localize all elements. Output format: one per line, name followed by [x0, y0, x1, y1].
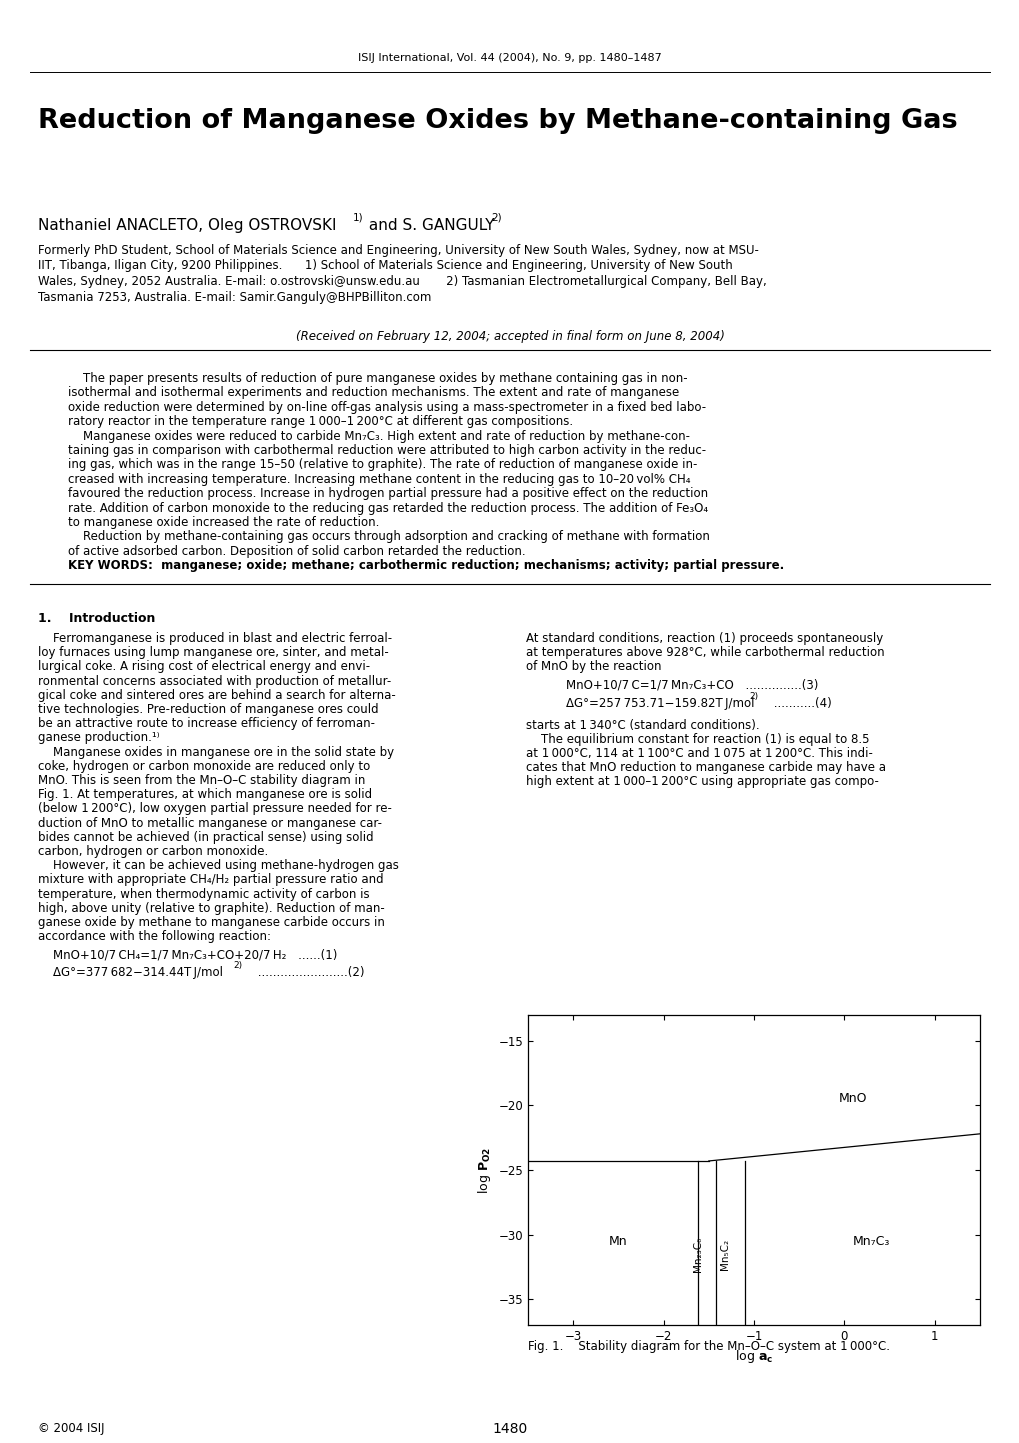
Text: favoured the reduction process. Increase in hydrogen partial pressure had a posi: favoured the reduction process. Increase… [68, 488, 707, 501]
Text: Wales, Sydney, 2052 Australia. E-mail: o.ostrovski@unsw.edu.au       2) Tasmania: Wales, Sydney, 2052 Australia. E-mail: o… [38, 276, 766, 289]
Text: taining gas in comparison with carbothermal reduction were attributed to high ca: taining gas in comparison with carbother… [68, 444, 705, 457]
Text: ...........(4): ...........(4) [761, 697, 830, 710]
X-axis label: log $\mathbf{a_c}$: log $\mathbf{a_c}$ [734, 1348, 772, 1365]
Text: MnO. This is seen from the Mn–O–C stability diagram in: MnO. This is seen from the Mn–O–C stabil… [38, 773, 365, 786]
Text: 2): 2) [490, 214, 501, 224]
Text: ing gas, which was in the range 15–50 (relative to graphite). The rate of reduct: ing gas, which was in the range 15–50 (r… [68, 459, 697, 472]
Text: However, it can be achieved using methane-hydrogen gas: However, it can be achieved using methan… [38, 859, 398, 872]
Text: (below 1 200°C), low oxygen partial pressure needed for re-: (below 1 200°C), low oxygen partial pres… [38, 802, 391, 815]
Text: Fig. 1. At temperatures, at which manganese ore is solid: Fig. 1. At temperatures, at which mangan… [38, 788, 372, 801]
Text: Reduction of Manganese Oxides by Methane-containing Gas: Reduction of Manganese Oxides by Methane… [38, 108, 957, 134]
Text: ganese production.¹⁾: ganese production.¹⁾ [38, 732, 159, 745]
Text: tive technologies. Pre-reduction of manganese ores could: tive technologies. Pre-reduction of mang… [38, 703, 378, 716]
Y-axis label: log $\mathbf{P_{O2}}$: log $\mathbf{P_{O2}}$ [476, 1146, 492, 1193]
Text: lurgical coke. A rising cost of electrical energy and envi-: lurgical coke. A rising cost of electric… [38, 661, 370, 674]
Text: © 2004 ISIJ: © 2004 ISIJ [38, 1421, 104, 1434]
Text: Mn₇C₃: Mn₇C₃ [852, 1235, 890, 1248]
Text: Tasmania 7253, Australia. E-mail: Samir.Ganguly@BHPBilliton.com: Tasmania 7253, Australia. E-mail: Samir.… [38, 290, 431, 303]
Text: high, above unity (relative to graphite). Reduction of man-: high, above unity (relative to graphite)… [38, 902, 384, 915]
Text: 2): 2) [232, 961, 242, 970]
Text: ratory reactor in the temperature range 1 000–1 200°C at different gas compositi: ratory reactor in the temperature range … [68, 416, 573, 429]
Text: Manganese oxides were reduced to carbide Mn₇C₃. High extent and rate of reductio: Manganese oxides were reduced to carbide… [68, 430, 689, 443]
Text: of active adsorbed carbon. Deposition of solid carbon retarded the reduction.: of active adsorbed carbon. Deposition of… [68, 545, 525, 558]
Text: The equilibrium constant for reaction (1) is equal to 8.5: The equilibrium constant for reaction (1… [526, 733, 868, 746]
Text: be an attractive route to increase efficiency of ferroman-: be an attractive route to increase effic… [38, 717, 375, 730]
Text: Fig. 1.    Stability diagram for the Mn–O–C system at 1 000°C.: Fig. 1. Stability diagram for the Mn–O–C… [528, 1341, 890, 1354]
Text: ISIJ International, Vol. 44 (2004), No. 9, pp. 1480–1487: ISIJ International, Vol. 44 (2004), No. … [358, 53, 661, 63]
Text: 1480: 1480 [492, 1421, 527, 1436]
Text: (Received on February 12, 2004; accepted in final form on June 8, 2004): (Received on February 12, 2004; accepted… [296, 330, 723, 343]
Text: ΔG°=257 753.71−159.82T J/mol: ΔG°=257 753.71−159.82T J/mol [566, 697, 754, 710]
Text: of MnO by the reaction: of MnO by the reaction [526, 661, 661, 674]
Text: Mn₅C₂: Mn₅C₂ [719, 1238, 730, 1270]
Text: carbon, hydrogen or carbon monoxide.: carbon, hydrogen or carbon monoxide. [38, 846, 268, 859]
Text: Ferromanganese is produced in blast and electric ferroal-: Ferromanganese is produced in blast and … [38, 632, 391, 645]
Text: accordance with the following reaction:: accordance with the following reaction: [38, 931, 271, 944]
Text: temperature, when thermodynamic activity of carbon is: temperature, when thermodynamic activity… [38, 887, 369, 900]
Text: ronmental concerns associated with production of metallur-: ronmental concerns associated with produ… [38, 674, 391, 688]
Text: loy furnaces using lump manganese ore, sinter, and metal-: loy furnaces using lump manganese ore, s… [38, 646, 388, 659]
Text: ΔG°=377 682−314.44T J/mol: ΔG°=377 682−314.44T J/mol [53, 967, 223, 980]
Text: At standard conditions, reaction (1) proceeds spontaneously: At standard conditions, reaction (1) pro… [526, 632, 882, 645]
Text: creased with increasing temperature. Increasing methane content in the reducing : creased with increasing temperature. Inc… [68, 473, 690, 486]
Text: Nathaniel ANACLETO, Oleg OSTROVSKI: Nathaniel ANACLETO, Oleg OSTROVSKI [38, 218, 336, 232]
Text: isothermal and isothermal experiments and reduction mechanisms. The extent and r: isothermal and isothermal experiments an… [68, 387, 679, 400]
Text: KEY WORDS:  manganese; oxide; methane; carbothermic reduction; mechanisms; activ: KEY WORDS: manganese; oxide; methane; ca… [68, 560, 784, 573]
Text: gical coke and sintered ores are behind a search for alterna-: gical coke and sintered ores are behind … [38, 688, 395, 701]
Text: at 1 000°C, 114 at 1 100°C and 1 075 at 1 200°C. This indi-: at 1 000°C, 114 at 1 100°C and 1 075 at … [526, 747, 872, 760]
Text: coke, hydrogen or carbon monoxide are reduced only to: coke, hydrogen or carbon monoxide are re… [38, 760, 370, 773]
Text: 1.    Introduction: 1. Introduction [38, 612, 155, 625]
Text: Mn₂₃C₆: Mn₂₃C₆ [692, 1237, 702, 1271]
Text: cates that MnO reduction to manganese carbide may have a: cates that MnO reduction to manganese ca… [526, 762, 886, 775]
Text: bides cannot be achieved (in practical sense) using solid: bides cannot be achieved (in practical s… [38, 831, 373, 844]
Text: ........................(2): ........................(2) [246, 967, 364, 980]
Text: IIT, Tibanga, Iligan City, 9200 Philippines.      1) School of Materials Science: IIT, Tibanga, Iligan City, 9200 Philippi… [38, 260, 732, 273]
Text: duction of MnO to metallic manganese or manganese car-: duction of MnO to metallic manganese or … [38, 817, 382, 830]
Text: Formerly PhD Student, School of Materials Science and Engineering, University of: Formerly PhD Student, School of Material… [38, 244, 758, 257]
Text: to manganese oxide increased the rate of reduction.: to manganese oxide increased the rate of… [68, 517, 379, 530]
Text: 2): 2) [748, 691, 757, 701]
Text: The paper presents results of reduction of pure manganese oxides by methane cont: The paper presents results of reduction … [68, 372, 687, 385]
Text: MnO+10/7 CH₄=1/7 Mn₇C₃+CO+20/7 H₂ ......(1): MnO+10/7 CH₄=1/7 Mn₇C₃+CO+20/7 H₂ ......… [53, 948, 337, 961]
Text: MnO+10/7 C=1/7 Mn₇C₃+CO ...............(3): MnO+10/7 C=1/7 Mn₇C₃+CO ...............(… [566, 678, 817, 691]
Text: Mn: Mn [608, 1235, 627, 1248]
Text: MnO: MnO [839, 1092, 867, 1105]
Text: starts at 1 340°C (standard conditions).: starts at 1 340°C (standard conditions). [526, 719, 759, 732]
Text: rate. Addition of carbon monoxide to the reducing gas retarded the reduction pro: rate. Addition of carbon monoxide to the… [68, 502, 707, 515]
Text: mixture with appropriate CH₄/H₂ partial pressure ratio and: mixture with appropriate CH₄/H₂ partial … [38, 873, 383, 886]
Text: oxide reduction were determined by on-line off-gas analysis using a mass-spectro: oxide reduction were determined by on-li… [68, 401, 705, 414]
Text: ganese oxide by methane to manganese carbide occurs in: ganese oxide by methane to manganese car… [38, 916, 384, 929]
Text: high extent at 1 000–1 200°C using appropriate gas compo-: high extent at 1 000–1 200°C using appro… [526, 775, 878, 788]
Text: and S. GANGULY: and S. GANGULY [364, 218, 494, 232]
Text: Reduction by methane-containing gas occurs through adsorption and cracking of me: Reduction by methane-containing gas occu… [68, 531, 709, 544]
Text: Manganese oxides in manganese ore in the solid state by: Manganese oxides in manganese ore in the… [38, 746, 393, 759]
Text: at temperatures above 928°C, while carbothermal reduction: at temperatures above 928°C, while carbo… [526, 646, 883, 659]
Text: 1): 1) [353, 214, 363, 224]
